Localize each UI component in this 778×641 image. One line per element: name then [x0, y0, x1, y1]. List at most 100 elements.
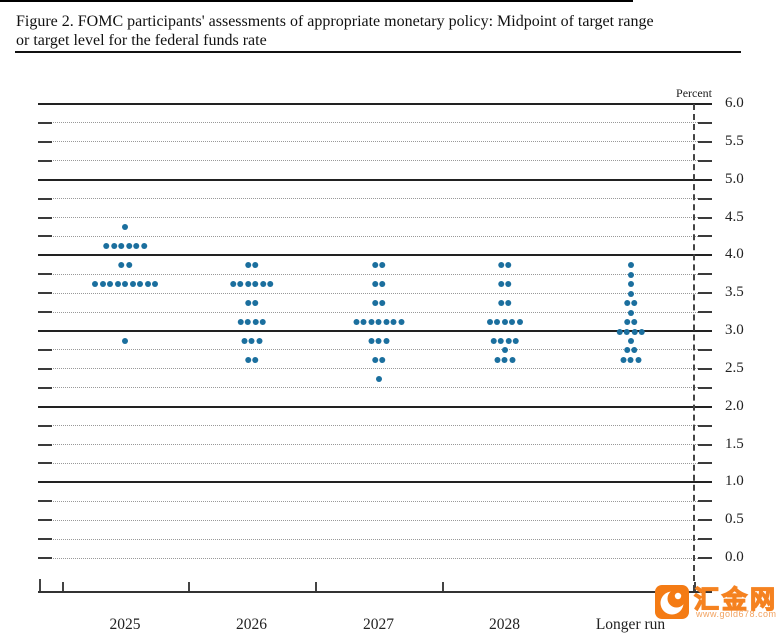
projection-dot	[627, 281, 634, 288]
y-tick-left	[38, 500, 52, 503]
gridline-solid	[38, 405, 712, 408]
projection-dot	[623, 347, 630, 354]
y-tick-right	[698, 538, 712, 541]
y-tick-label: 2.0	[725, 397, 744, 414]
dot-row-longer-run	[627, 262, 634, 269]
watermark-site-name: 汇金网	[693, 584, 778, 614]
y-tick-right	[698, 386, 712, 389]
projection-dot	[494, 356, 500, 363]
dot-row-2028	[497, 262, 512, 269]
projection-dot	[229, 281, 236, 288]
projection-dot	[501, 319, 508, 326]
figure-title: Figure 2. FOMC participants' assessments…	[16, 12, 756, 50]
y-tick-left	[38, 216, 52, 219]
gridline-solid	[38, 178, 712, 181]
y-tick-left	[38, 538, 52, 541]
x-category-label: Longer run	[595, 616, 666, 633]
projection-dot	[512, 337, 519, 344]
x-category-label: 2025	[109, 616, 141, 633]
projection-dot	[623, 328, 630, 335]
projection-dot	[256, 337, 262, 344]
projection-dot	[627, 290, 634, 297]
projection-dot	[497, 281, 504, 288]
projection-dot	[371, 300, 378, 307]
y-tick-label: 4.0	[725, 246, 744, 263]
y-tick-right	[698, 519, 712, 522]
huijin-logo-icon	[655, 585, 689, 619]
projection-dot	[144, 281, 151, 288]
gridline-dotted	[38, 425, 712, 427]
dot-row-longer-run	[616, 328, 645, 335]
y-tick-left	[38, 519, 52, 522]
projection-dot	[497, 262, 504, 269]
y-tick-right	[698, 235, 712, 238]
x-category-label: 2027	[363, 616, 394, 633]
projection-dot	[122, 281, 128, 288]
projection-dot	[494, 319, 500, 326]
projection-dot	[497, 337, 504, 344]
dot-row-2026	[229, 281, 274, 288]
x-axis-tick	[694, 582, 696, 591]
projection-dot	[114, 281, 121, 288]
x-axis-tick	[442, 582, 444, 591]
projection-dot	[505, 300, 512, 307]
y-tick-label: 1.5	[725, 435, 744, 452]
y-tick-right	[698, 140, 712, 143]
projection-dot	[635, 356, 641, 363]
gridline-dotted	[38, 462, 712, 464]
projection-dot	[118, 243, 125, 250]
projection-dot	[371, 262, 378, 269]
gridline-dotted	[38, 387, 712, 389]
dot-row-2027	[371, 262, 386, 269]
gridline-dotted	[38, 557, 712, 559]
y-tick-left	[38, 197, 52, 200]
y-tick-left	[38, 311, 52, 314]
projection-dot	[252, 281, 259, 288]
figure-title-line1: Figure 2. FOMC participants' assessments…	[16, 13, 654, 30]
projection-dot	[353, 319, 359, 326]
x-category-label: 2028	[489, 616, 520, 633]
y-tick-right	[698, 424, 712, 427]
dot-row-2027	[375, 375, 382, 382]
dot-row-2028	[494, 356, 515, 363]
projection-dot	[516, 319, 523, 326]
y-tick-left	[38, 235, 52, 238]
y-tick-left	[38, 121, 52, 124]
gridline-dotted	[38, 444, 712, 445]
projection-dot	[638, 328, 645, 335]
y-tick-right	[698, 348, 712, 351]
projection-dot	[360, 319, 367, 326]
y-tick-right	[698, 311, 712, 314]
y-tick-left	[38, 348, 52, 351]
projection-dot	[486, 319, 493, 326]
projection-dot	[371, 356, 378, 363]
projection-dot	[375, 337, 382, 344]
dot-row-2028	[486, 319, 523, 326]
y-axis-unit-label: Percent	[676, 86, 712, 100]
projection-dot	[501, 347, 508, 354]
y-tick-right	[698, 159, 712, 162]
dot-row-longer-run	[620, 356, 641, 363]
y-tick-label: 4.5	[725, 208, 744, 225]
watermark: 汇金网 www.gold678.com	[655, 584, 776, 624]
gridline-dotted	[38, 217, 712, 218]
projection-dot	[125, 243, 132, 250]
y-tick-right	[698, 443, 712, 446]
gridline-dotted	[38, 122, 712, 124]
projection-dot	[140, 243, 147, 250]
y-tick-label: 3.5	[725, 284, 744, 301]
dot-row-2027	[353, 319, 404, 326]
projection-dot	[627, 262, 634, 269]
gridline-dotted	[38, 519, 712, 521]
dot-row-2026	[244, 262, 259, 269]
x-axis-corner	[39, 579, 41, 591]
y-tick-left	[38, 443, 52, 446]
dot-row-2028	[490, 337, 519, 344]
gridline-dotted	[38, 538, 712, 540]
dot-row-longer-run	[623, 319, 638, 326]
y-tick-left	[38, 273, 52, 276]
dot-row-2026	[237, 319, 266, 326]
page-top-border	[0, 0, 633, 2]
projection-dot	[252, 356, 259, 363]
